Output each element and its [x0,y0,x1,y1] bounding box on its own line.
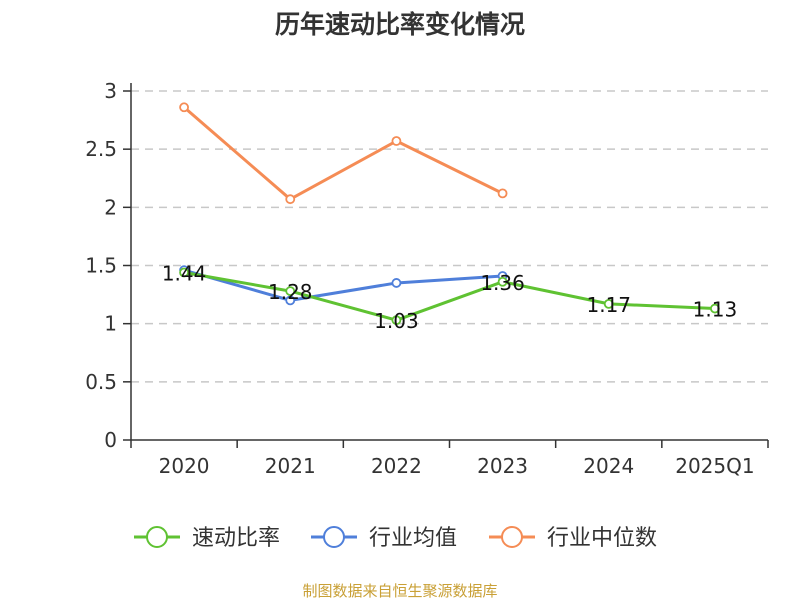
y-tick-label: 2.5 [85,137,117,161]
data-point[interactable] [391,136,402,146]
y-tick-label: 1.5 [85,254,117,278]
legend-marker [501,526,523,548]
data-label: 1.17 [586,293,631,317]
legend-label: 行业均值 [369,526,457,551]
x-tick-label: 2021 [265,454,316,478]
data-label: 1.28 [268,280,313,304]
data-point[interactable] [285,295,296,306]
source-note: 制图数据来自恒生聚源数据库 [302,582,497,600]
data-point[interactable] [497,188,508,199]
x-tick-label: 2024 [583,454,634,478]
x-tick-label: 2025Q1 [675,454,754,478]
x-tick-label: 2020 [159,454,210,478]
data-point[interactable] [497,276,508,287]
series-layer [179,102,720,326]
data-point[interactable] [179,102,189,113]
y-tick-label: 2 [104,195,117,219]
legend-marker [323,526,345,548]
legend-marker [146,526,168,548]
axes: 0 0.5 1 1.5 2 2.5 3 2020 2021 2022 2023 2024 2025Q1 [85,79,769,478]
data-point[interactable] [285,194,296,205]
data-label: 1.44 [162,261,207,285]
legend[interactable]: 速动比率 行业均值 行业中位数 [134,526,657,551]
data-point[interactable] [285,286,296,296]
data-point[interactable] [603,298,614,309]
data-label: 1.36 [480,271,525,295]
data-point[interactable] [179,267,189,278]
legend-item[interactable]: 行业中位数 [489,526,657,551]
data-label: 1.13 [693,298,738,322]
legend-item[interactable]: 行业均值 [311,526,457,551]
series-2 [179,102,508,205]
series-line [183,271,715,322]
data-labels: 1.44 1.28 1.03 1.36 1.17 1.13 [162,261,737,333]
data-point[interactable] [710,303,720,314]
chart-title: 历年速动比率变化情况 [275,10,525,39]
series-line [183,268,503,302]
legend-item[interactable]: 速动比率 [134,526,280,551]
data-point[interactable] [391,315,402,326]
y-tick-label: 0 [104,428,117,452]
data-label: 1.03 [374,309,419,333]
y-tick-label: 0.5 [85,370,117,394]
y-tick-label: 3 [104,79,117,103]
series-0 [179,267,720,326]
x-tick-label: 2023 [477,454,528,478]
gridlines [131,90,768,383]
data-point[interactable] [391,278,402,288]
legend-label: 行业中位数 [547,526,657,551]
series-line [183,106,504,201]
x-tick-label: 2022 [371,454,422,478]
legend-label: 速动比率 [192,526,280,551]
y-tick-label: 1 [104,312,117,336]
